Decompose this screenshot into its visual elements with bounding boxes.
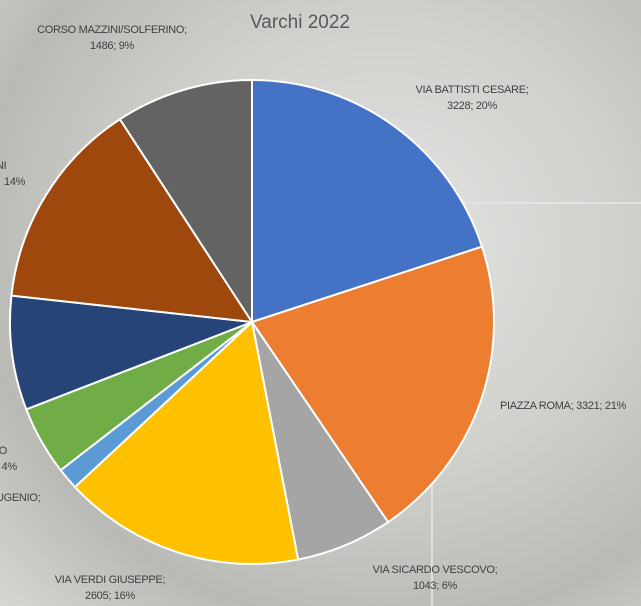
pie-slice — [9, 294, 253, 411]
data-label: VIA BATTISTI CESARE; 3228; 20% — [392, 82, 552, 114]
pie-slice — [250, 245, 495, 524]
value-label: 1486; 9% — [89, 40, 135, 52]
data-label: UGENIO; — [0, 490, 76, 506]
data-label: VIA SICARDO VESCOVO; 1043; 6% — [350, 562, 520, 594]
category-label: PIAZZA ROMA; — [499, 400, 574, 412]
category-label: VIA SICARDO VESCOVO; — [372, 564, 498, 576]
value-label: 14% — [4, 176, 26, 188]
data-label: PIAZZA ROMA; 3321; 21% — [498, 398, 628, 414]
category-label: IO — [0, 445, 8, 457]
value-label: 3321; 21% — [576, 400, 627, 412]
data-label: IO ; 4% — [0, 443, 36, 475]
pie-slice — [251, 78, 484, 324]
value-label: 3228; 20% — [447, 100, 497, 112]
value-label: ; 4% — [0, 461, 17, 473]
value-label: 2605; 16% — [85, 590, 135, 602]
category-label: CORSO MAZZINI/SOLFERINO; — [37, 24, 187, 36]
pie-slice — [118, 78, 253, 326]
category-label: NI — [0, 160, 7, 172]
category-label: VIA VERDI GIUSEPPE; — [54, 574, 166, 586]
data-label: NI 14% — [0, 158, 36, 190]
data-label: CORSO MAZZINI/SOLFERINO; 1486; 9% — [37, 22, 187, 54]
pie-slice — [10, 117, 254, 324]
data-label: VIA VERDI GIUSEPPE; 2605; 16% — [25, 572, 195, 604]
category-label: VIA BATTISTI CESARE; — [415, 84, 529, 96]
pie-slice — [73, 320, 300, 565]
value-label: 1043; 6% — [412, 580, 458, 592]
chart-title: Varchi 2022 — [250, 12, 350, 33]
category-label: UGENIO; — [0, 492, 41, 504]
